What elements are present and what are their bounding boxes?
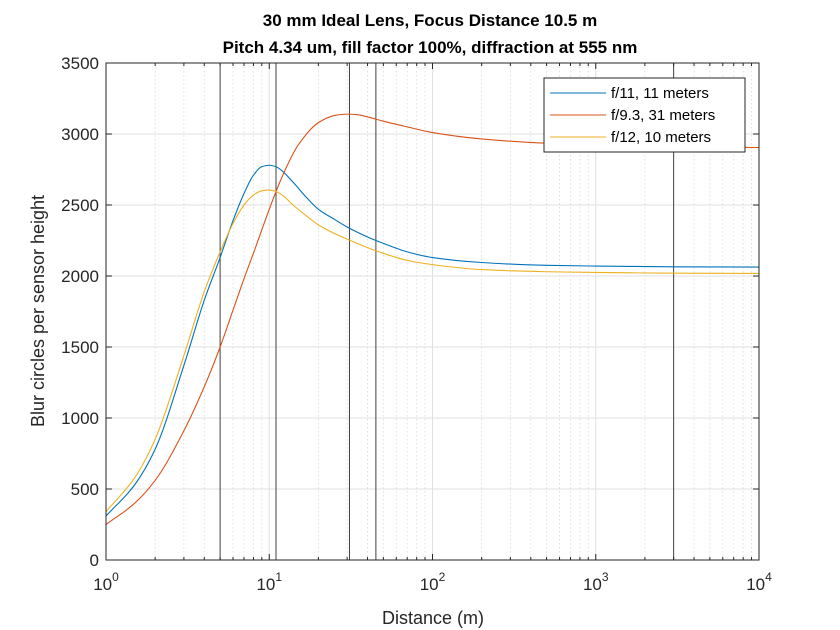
series-line-2 xyxy=(105,113,760,525)
series-line-1 xyxy=(105,164,760,517)
legend-label-3: f/12, 10 meters xyxy=(611,129,711,146)
y-axis-label: Blur circles per sensor height xyxy=(28,195,48,427)
x-tick-label: 104 xyxy=(746,570,772,594)
x-axis-ticks: 100 101 102 103 104 xyxy=(93,63,772,594)
x-tick-label: 100 xyxy=(93,570,119,594)
x-tick-label: 101 xyxy=(256,570,282,594)
chart-title: 30 mm Ideal Lens, Focus Distance 10.5 m xyxy=(263,11,597,30)
legend-label-2: f/9.3, 31 meters xyxy=(611,107,715,124)
y-tick-label: 1500 xyxy=(61,338,99,357)
y-tick-label: 3000 xyxy=(61,125,99,144)
y-tick-label: 1000 xyxy=(61,409,99,428)
y-tick-label: 2500 xyxy=(61,196,99,215)
y-tick-label: 0 xyxy=(90,551,99,570)
legend-label-1: f/11, 11 meters xyxy=(611,85,709,102)
y-axis-ticks: 0 500 1000 1500 2000 2500 3000 3500 xyxy=(61,54,759,570)
series-lines xyxy=(105,113,760,525)
y-tick-label: 500 xyxy=(71,480,99,499)
x-axis-label: Distance (m) xyxy=(382,608,484,628)
chart-subtitle: Pitch 4.34 um, fill factor 100%, diffrac… xyxy=(223,38,638,57)
series-line-3 xyxy=(105,189,760,513)
x-tick-label: 103 xyxy=(583,570,609,594)
legend: f/11, 11 meters f/9.3, 31 meters f/12, 10 … xyxy=(543,77,746,153)
y-tick-label: 3500 xyxy=(61,54,99,73)
y-tick-label: 2000 xyxy=(61,267,99,286)
x-tick-label: 102 xyxy=(420,570,446,594)
